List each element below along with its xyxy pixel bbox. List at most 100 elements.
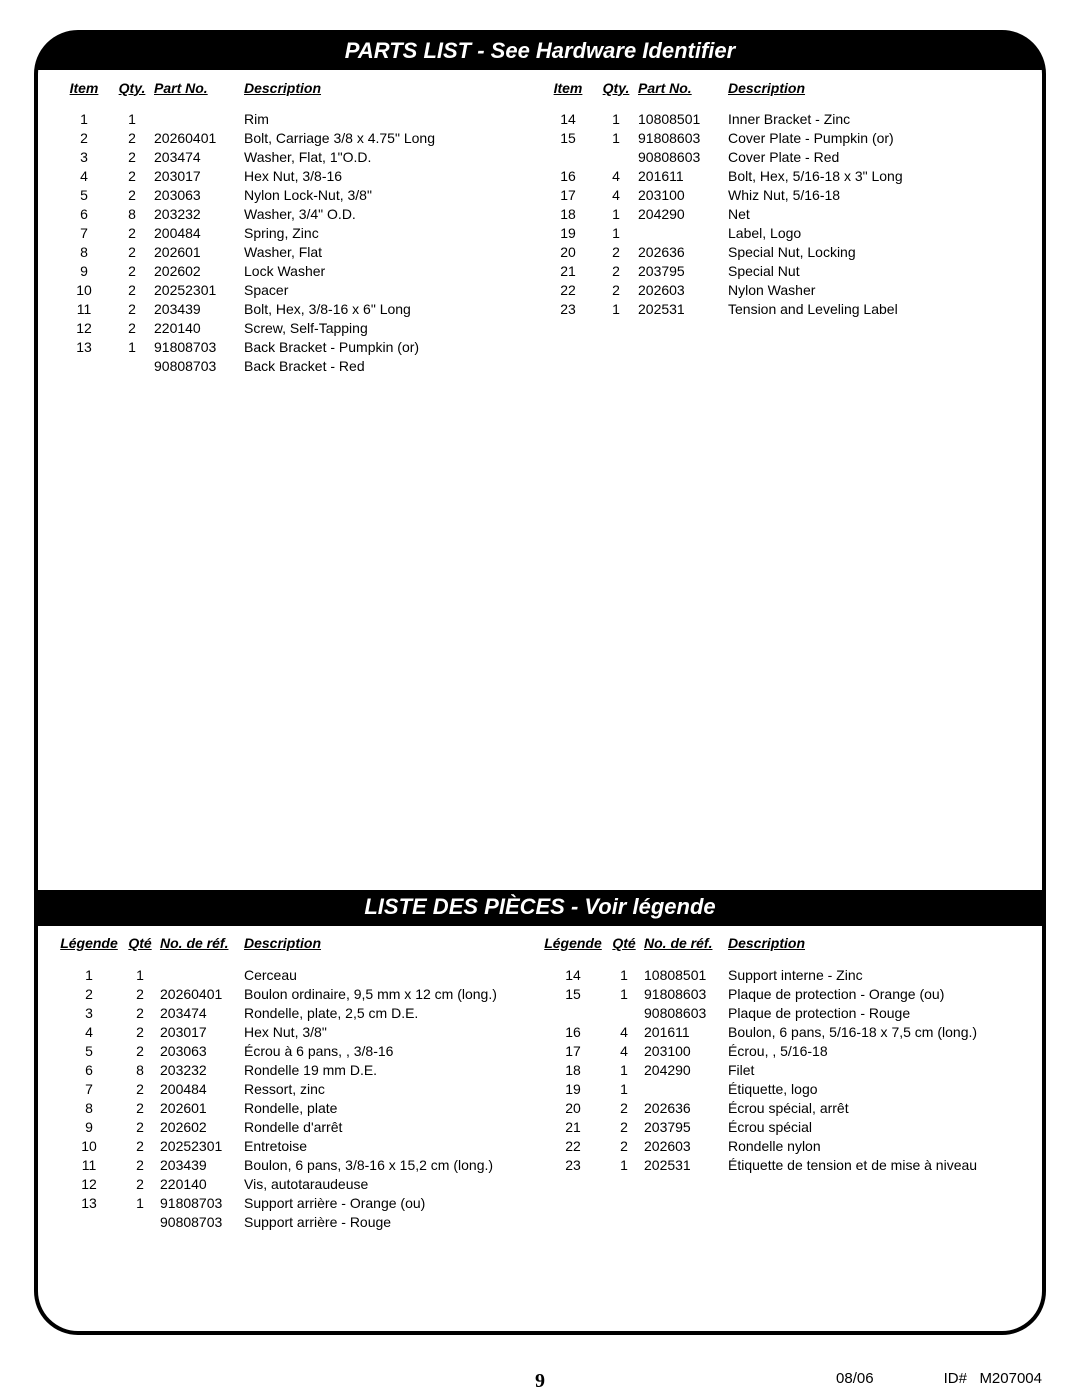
cell-part: 220140: [152, 319, 242, 338]
cell-item: [540, 1003, 606, 1022]
cell-qty: 1: [596, 300, 636, 319]
cell-qty: 2: [606, 1117, 642, 1136]
cell-qty: 1: [596, 224, 636, 243]
table-row: 231202531Tension and Leveling Label: [540, 300, 1024, 319]
table-row: 191Étiquette, logo: [540, 1079, 1024, 1098]
cell-desc: Bolt, Hex, 3/8-16 x 6" Long: [242, 300, 540, 319]
cell-part: 20252301: [152, 281, 242, 300]
cell-qty: 2: [596, 281, 636, 300]
cell-desc: Écrou spécial, arrêt: [726, 1098, 1024, 1117]
cell-part: 91808703: [158, 1193, 242, 1212]
cell-desc: Special Nut, Locking: [726, 243, 1024, 262]
cell-part: [642, 1079, 726, 1098]
cell-item: 15: [540, 984, 606, 1003]
cell-item: 8: [56, 1098, 122, 1117]
parts-col-right-fr: Légende Qté No. de réf. Description 1411…: [540, 934, 1024, 1232]
footer-date: 08/06: [836, 1370, 874, 1387]
cell-qty: 1: [112, 338, 152, 357]
cell-qty: 2: [112, 167, 152, 186]
cell-desc: Special Nut: [726, 262, 1024, 281]
cell-item: 22: [540, 1136, 606, 1155]
footer-id: ID# M207004: [944, 1370, 1042, 1387]
cell-qty: 2: [122, 1041, 158, 1060]
cell-item: 23: [540, 300, 596, 319]
table-row: 174203100Écrou, , 5/16-18: [540, 1041, 1024, 1060]
cell-desc: Inner Bracket - Zinc: [726, 110, 1024, 129]
table-row: 222202603Rondelle nylon: [540, 1136, 1024, 1155]
th-qty: Qté: [122, 934, 158, 966]
cell-desc: Bolt, Hex, 5/16-18 x 3" Long: [726, 167, 1024, 186]
page: PARTS LIST - See Hardware Identifier Ite…: [0, 0, 1080, 1397]
cell-qty: 2: [112, 243, 152, 262]
table-row: 90808703Back Bracket - Red: [56, 357, 540, 376]
cell-item: 23: [540, 1155, 606, 1174]
cell-item: 16: [540, 167, 596, 186]
cell-part: 203017: [158, 1022, 242, 1041]
table-row: 112203439Bolt, Hex, 3/8-16 x 6" Long: [56, 300, 540, 319]
cell-part: 202603: [642, 1136, 726, 1155]
cell-item: 3: [56, 1003, 122, 1022]
cell-part: 202636: [636, 243, 726, 262]
cell-item: [56, 1212, 122, 1231]
cell-qty: 1: [606, 1155, 642, 1174]
cell-item: [540, 148, 596, 167]
cell-desc: Rondelle, plate: [242, 1098, 540, 1117]
cell-qty: 2: [112, 224, 152, 243]
parts-table-fr-left: Légende Qté No. de réf. Description 11Ce…: [56, 934, 540, 1232]
th-item: Légende: [540, 934, 606, 966]
cell-part: 203474: [152, 148, 242, 167]
cell-qty: 2: [122, 1174, 158, 1193]
cell-part: 91808603: [636, 129, 726, 148]
cell-part: [636, 224, 726, 243]
parts-table-en-right: Item Qty. Part No. Description 141108085…: [540, 78, 1024, 319]
cell-item: 4: [56, 167, 112, 186]
cell-desc: Boulon, 6 pans, 3/8-16 x 15,2 cm (long.): [242, 1155, 540, 1174]
cell-qty: 8: [122, 1060, 158, 1079]
cell-part: 203100: [642, 1041, 726, 1060]
table-row: 14110808501Support interne - Zinc: [540, 965, 1024, 984]
cell-part: 200484: [158, 1079, 242, 1098]
table-row: 52203063Écrou à 6 pans, , 3/8-16: [56, 1041, 540, 1060]
cell-item: 1: [56, 965, 122, 984]
cell-qty: 2: [122, 1079, 158, 1098]
cell-desc: Tension and Leveling Label: [726, 300, 1024, 319]
cell-qty: 1: [596, 110, 636, 129]
cell-qty: 1: [606, 1079, 642, 1098]
table-row: 10220252301Spacer: [56, 281, 540, 300]
cell-item: 18: [540, 205, 596, 224]
cell-qty: 4: [596, 167, 636, 186]
cell-item: 3: [56, 148, 112, 167]
cell-qty: 2: [122, 1003, 158, 1022]
cell-item: 20: [540, 1098, 606, 1117]
cell-desc: Filet: [726, 1060, 1024, 1079]
cell-item: 21: [540, 262, 596, 281]
th-part: Part No.: [636, 78, 726, 110]
cell-part: 203795: [636, 262, 726, 281]
th-part: No. de réf.: [158, 934, 242, 966]
cell-part: 203795: [642, 1117, 726, 1136]
cell-qty: 2: [596, 262, 636, 281]
cell-qty: 4: [606, 1041, 642, 1060]
table-row: 222202603Nylon Washer: [540, 281, 1024, 300]
cell-desc: Boulon ordinaire, 9,5 mm x 12 cm (long.): [242, 984, 540, 1003]
cell-qty: 2: [112, 262, 152, 281]
cell-desc: Cover Plate - Pumpkin (or): [726, 129, 1024, 148]
cell-qty: 1: [112, 110, 152, 129]
cell-desc: Rondelle d'arrêt: [242, 1117, 540, 1136]
cell-item: 2: [56, 984, 122, 1003]
cell-qty: 1: [606, 965, 642, 984]
th-desc: Description: [242, 78, 540, 110]
th-desc: Description: [726, 78, 1024, 110]
parts-columns-en: Item Qty. Part No. Description 11Rim2220…: [38, 70, 1042, 380]
table-row: 42203017Hex Nut, 3/8": [56, 1022, 540, 1041]
cell-part: 203439: [152, 300, 242, 319]
cell-desc: Écrou à 6 pans, , 3/8-16: [242, 1041, 540, 1060]
cell-part: 202602: [152, 262, 242, 281]
cell-desc: Bolt, Carriage 3/8 x 4.75" Long: [242, 129, 540, 148]
cell-item: 7: [56, 224, 112, 243]
cell-part: 202601: [158, 1098, 242, 1117]
cell-qty: [112, 357, 152, 376]
cell-qty: 2: [122, 984, 158, 1003]
th-qty: Qty.: [112, 78, 152, 110]
th-part: Part No.: [152, 78, 242, 110]
